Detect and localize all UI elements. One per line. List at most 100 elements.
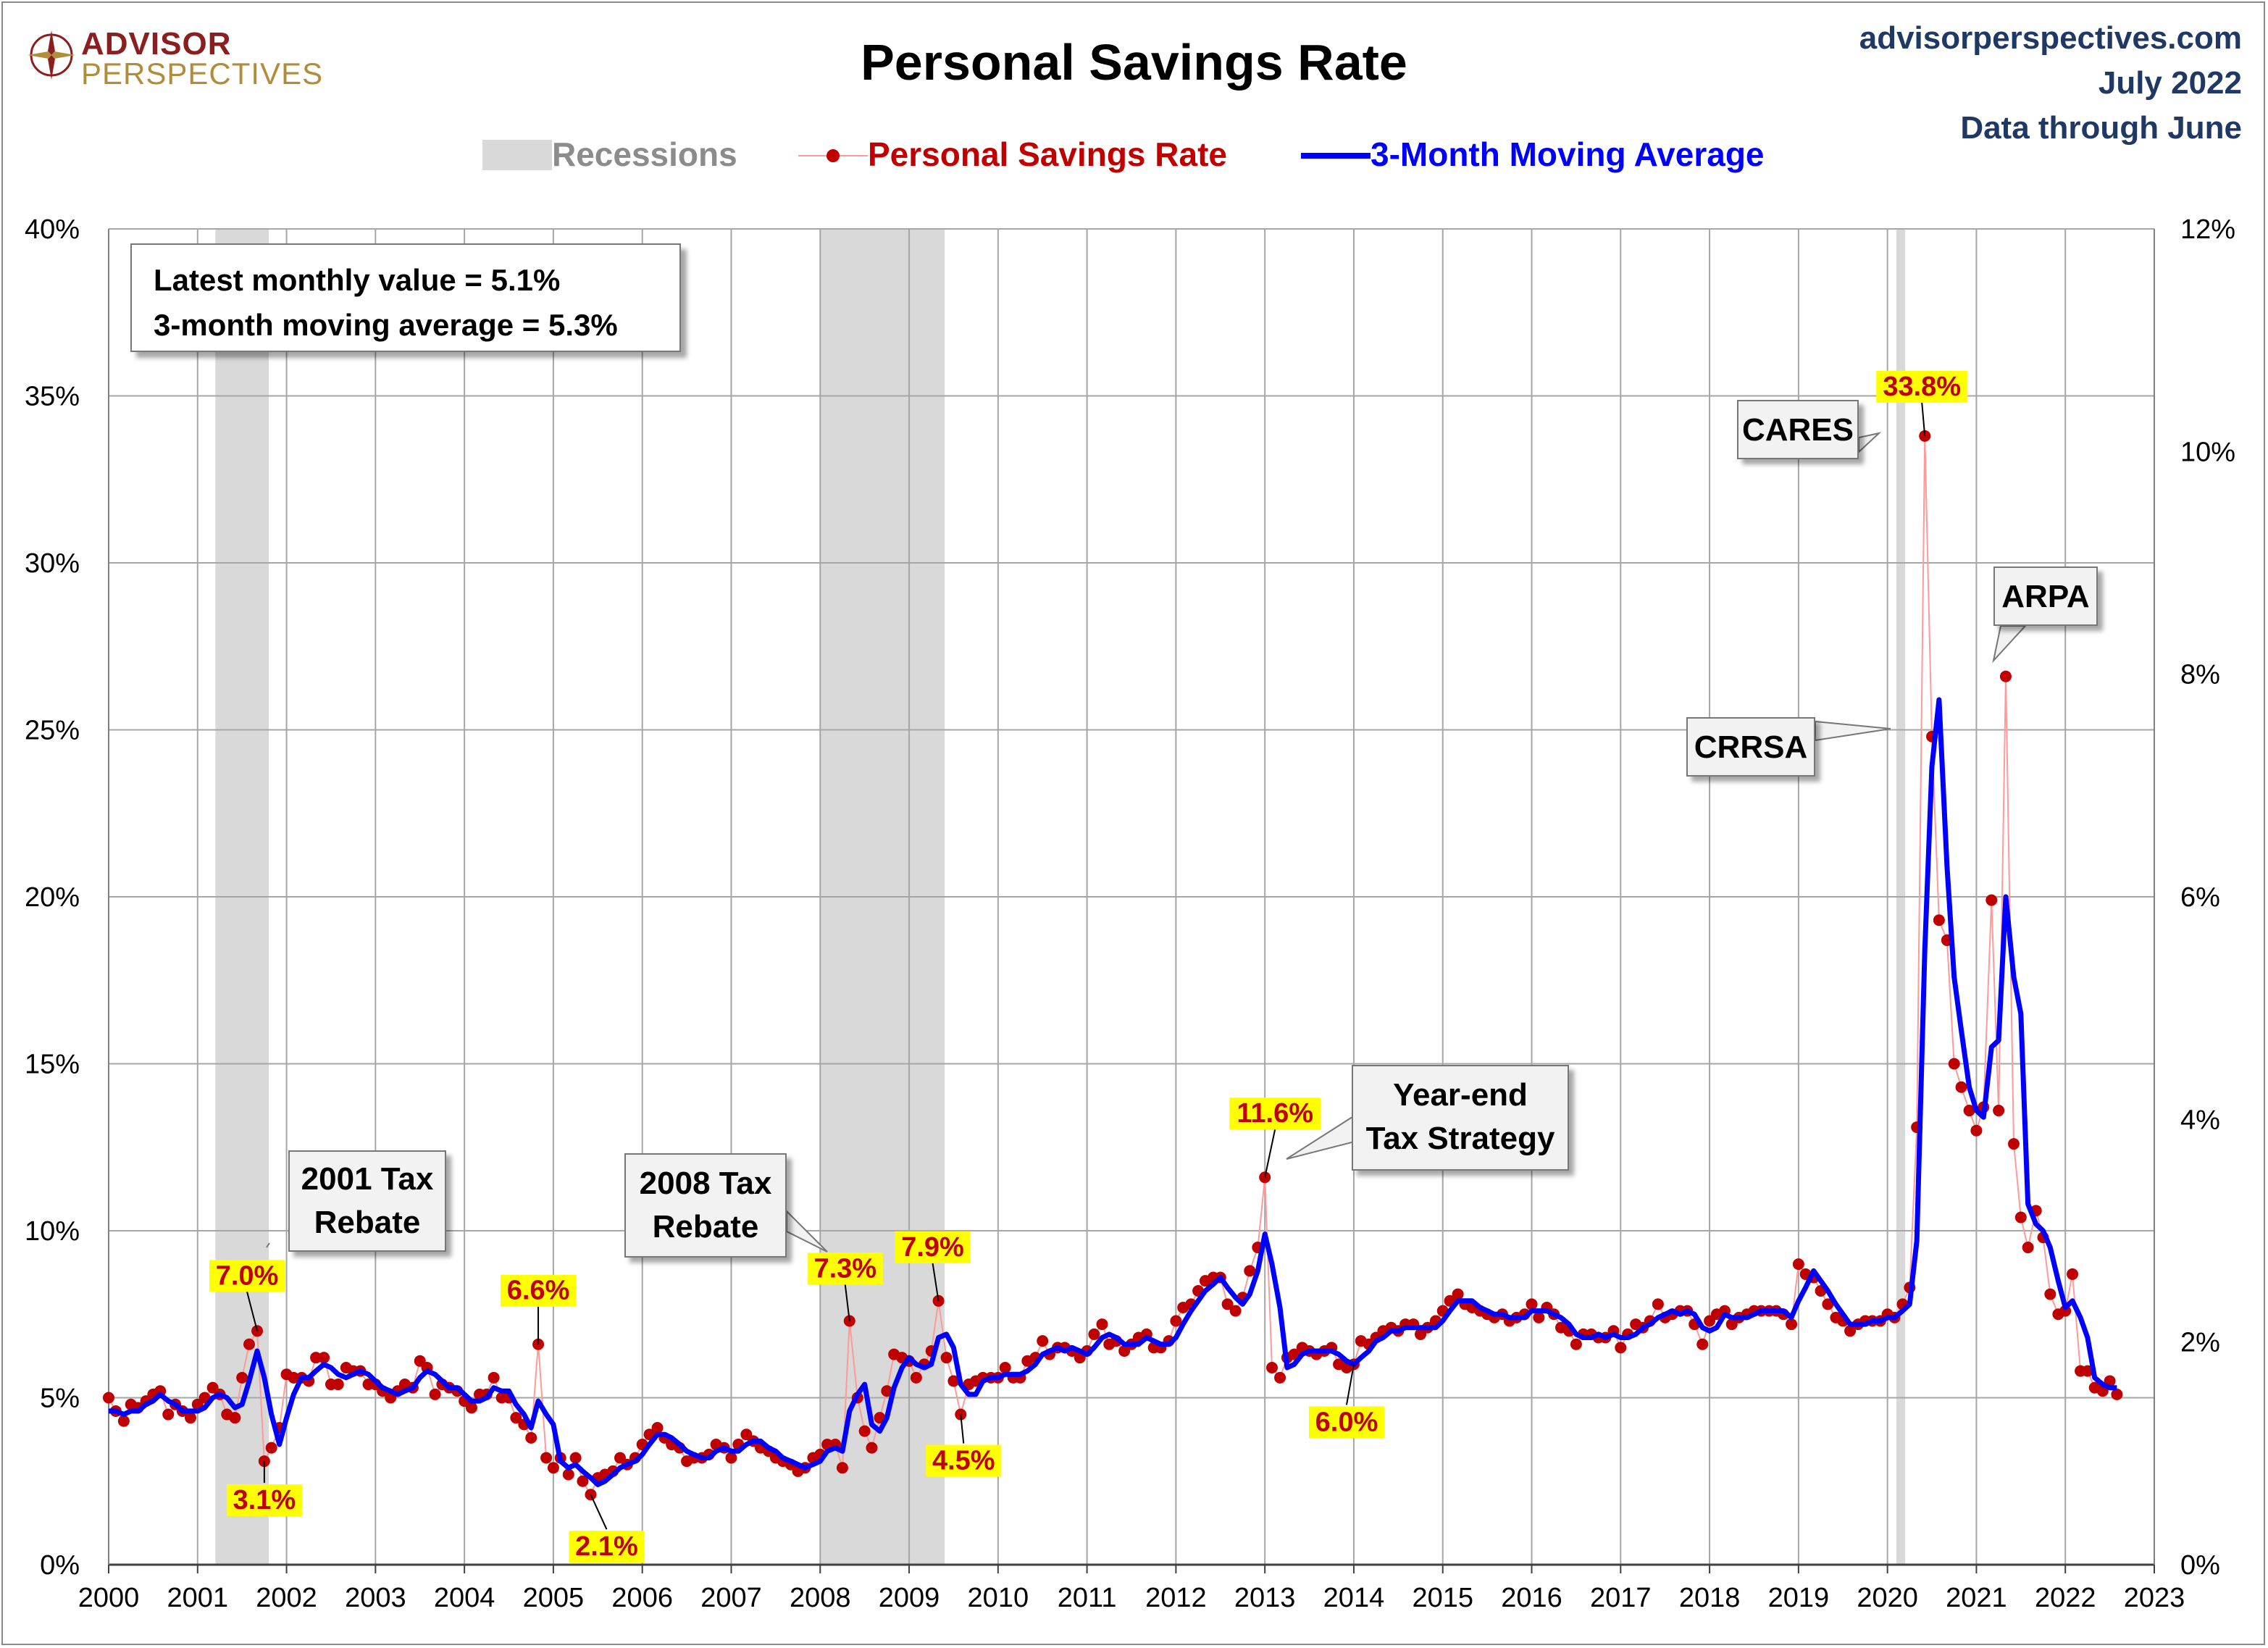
x-tick-label: 2010	[968, 1583, 1029, 1613]
x-tick-label: 2003	[345, 1583, 406, 1613]
monthly-point	[510, 1412, 522, 1424]
monthly-point	[2044, 1288, 2056, 1300]
monthly-point	[999, 1362, 1011, 1374]
callout-yearend-line1: Year-end	[1393, 1077, 1528, 1113]
monthly-point	[1526, 1298, 1538, 1310]
callout-cares-label: CARES	[1741, 412, 1854, 448]
source-block: advisorperspectives.com July 2022 Data t…	[1859, 16, 2242, 151]
monthly-point	[1948, 1058, 1960, 1070]
monthly-point	[1452, 1288, 1464, 1300]
y2-tick-label: 0%	[2180, 1550, 2220, 1581]
x-tick-label: 2021	[1946, 1583, 2007, 1613]
monthly-point	[1615, 1342, 1627, 1354]
x-tick-label: 2009	[879, 1583, 940, 1613]
moving-average-line	[109, 697, 2117, 1487]
advisor-perspectives-logo: ADVISOR PERSPECTIVES	[26, 25, 330, 91]
y-tick-label: 5%	[40, 1384, 80, 1414]
annotation-leader	[1345, 1364, 1355, 1405]
monthly-point	[2111, 1388, 2123, 1400]
monthly-point	[265, 1442, 277, 1454]
callout-crrsa: CRRSA	[1686, 717, 1815, 777]
y2-tick-label: 8%	[2180, 660, 2220, 690]
monthly-point	[1844, 1325, 1857, 1337]
callout-2008-line1: 2008 Tax	[639, 1166, 772, 1201]
legend-item-recessions: Recessions	[482, 135, 737, 174]
moving-average-series	[109, 697, 2117, 1487]
monthly-point	[562, 1468, 574, 1481]
callout-2001-line2: Rebate	[314, 1205, 421, 1240]
annotation-leader	[960, 1414, 965, 1444]
monthly-point	[547, 1462, 559, 1474]
x-tick-label: 2014	[1323, 1583, 1385, 1613]
callout-leaders	[266, 432, 2028, 1252]
x-tick-label: 2017	[1590, 1583, 1652, 1613]
y-tick-label: 20%	[25, 882, 80, 913]
monthly-point	[1244, 1265, 1256, 1277]
annotation-leader	[246, 1292, 259, 1331]
monthly-point	[2022, 1242, 2034, 1254]
x-tick-label: 2018	[1679, 1583, 1741, 1613]
annotation-leader	[844, 1284, 850, 1321]
monthly-point	[332, 1379, 344, 1391]
legend-label-monthly: Personal Savings Rate	[868, 135, 1227, 173]
callout-yearend-line2: Tax Strategy	[1365, 1121, 1555, 1156]
x-tick-label: 2022	[2035, 1583, 2096, 1613]
annotation-label: 3.1%	[233, 1485, 296, 1515]
annotation-leader	[932, 1263, 940, 1301]
callout-pointer	[786, 1209, 828, 1252]
y2-tick-label: 12%	[2180, 214, 2235, 245]
monthly-point	[858, 1425, 871, 1437]
annotation-background	[209, 1260, 285, 1292]
callout-cares: CARES	[1737, 400, 1859, 459]
y-tick-label: 40%	[25, 214, 80, 245]
annotation-label: 6.0%	[1315, 1407, 1378, 1437]
monthly-point	[488, 1371, 500, 1384]
monthly-point	[1822, 1298, 1834, 1310]
monthly-point	[1229, 1305, 1242, 1317]
callout-pointer	[1992, 625, 2028, 664]
recession-swatch	[482, 140, 552, 170]
callout-2001-tax-rebate: 2001 Tax Rebate	[288, 1150, 446, 1252]
monthly-point	[1170, 1315, 1182, 1327]
monthly-point	[1274, 1371, 1286, 1384]
monthly-point	[1985, 894, 1998, 906]
x-tick-label: 2000	[78, 1583, 140, 1613]
logo-text-perspectives: PERSPECTIVES	[81, 57, 324, 91]
monthly-point	[1037, 1335, 1049, 1347]
annotation-background	[501, 1274, 577, 1307]
monthly-point	[162, 1408, 175, 1421]
callout-2001-line1: 2001 Tax	[301, 1161, 434, 1197]
source-note: Data through June	[1960, 110, 2242, 146]
monthly-point	[236, 1371, 248, 1384]
legend-item-monthly: Personal Savings Rate	[798, 135, 1227, 174]
annotation-background	[1229, 1097, 1321, 1130]
y-tick-label: 0%	[40, 1550, 80, 1581]
annotation-label: 11.6%	[1236, 1098, 1313, 1129]
monthly-point	[577, 1475, 589, 1487]
callout-2008-line2: Rebate	[652, 1209, 759, 1245]
monthly-point	[651, 1421, 664, 1434]
monthly-point	[2008, 1138, 2020, 1150]
monthly-point	[910, 1371, 922, 1384]
callout-2008-tax-rebate: 2008 Tax Rebate	[624, 1153, 787, 1258]
monthly-point	[429, 1388, 441, 1400]
latest-monthly-value: Latest monthly value = 5.1%	[154, 263, 561, 297]
monthly-point	[866, 1442, 878, 1454]
x-tick-label: 2023	[2124, 1583, 2185, 1613]
monthly-point	[1265, 1362, 1278, 1374]
latest-value-box: Latest monthly value = 5.1% 3-month movi…	[130, 243, 681, 352]
y-tick-label: 15%	[25, 1050, 80, 1080]
annotation-label: 33.8%	[1883, 372, 1961, 402]
x-tick-label: 2011	[1058, 1583, 1117, 1613]
x-tick-label: 2019	[1768, 1583, 1830, 1613]
legend-label-moving-average: 3-Month Moving Average	[1371, 135, 1765, 173]
monthly-point	[1696, 1338, 1709, 1350]
monthly-point	[540, 1452, 553, 1464]
source-site[interactable]: advisorperspectives.com	[1859, 20, 2242, 56]
monthly-point	[288, 1371, 300, 1384]
monthly-point	[569, 1452, 582, 1464]
source-date: July 2022	[2098, 65, 2242, 101]
monthly-point	[881, 1385, 893, 1397]
monthly-point	[725, 1452, 737, 1464]
